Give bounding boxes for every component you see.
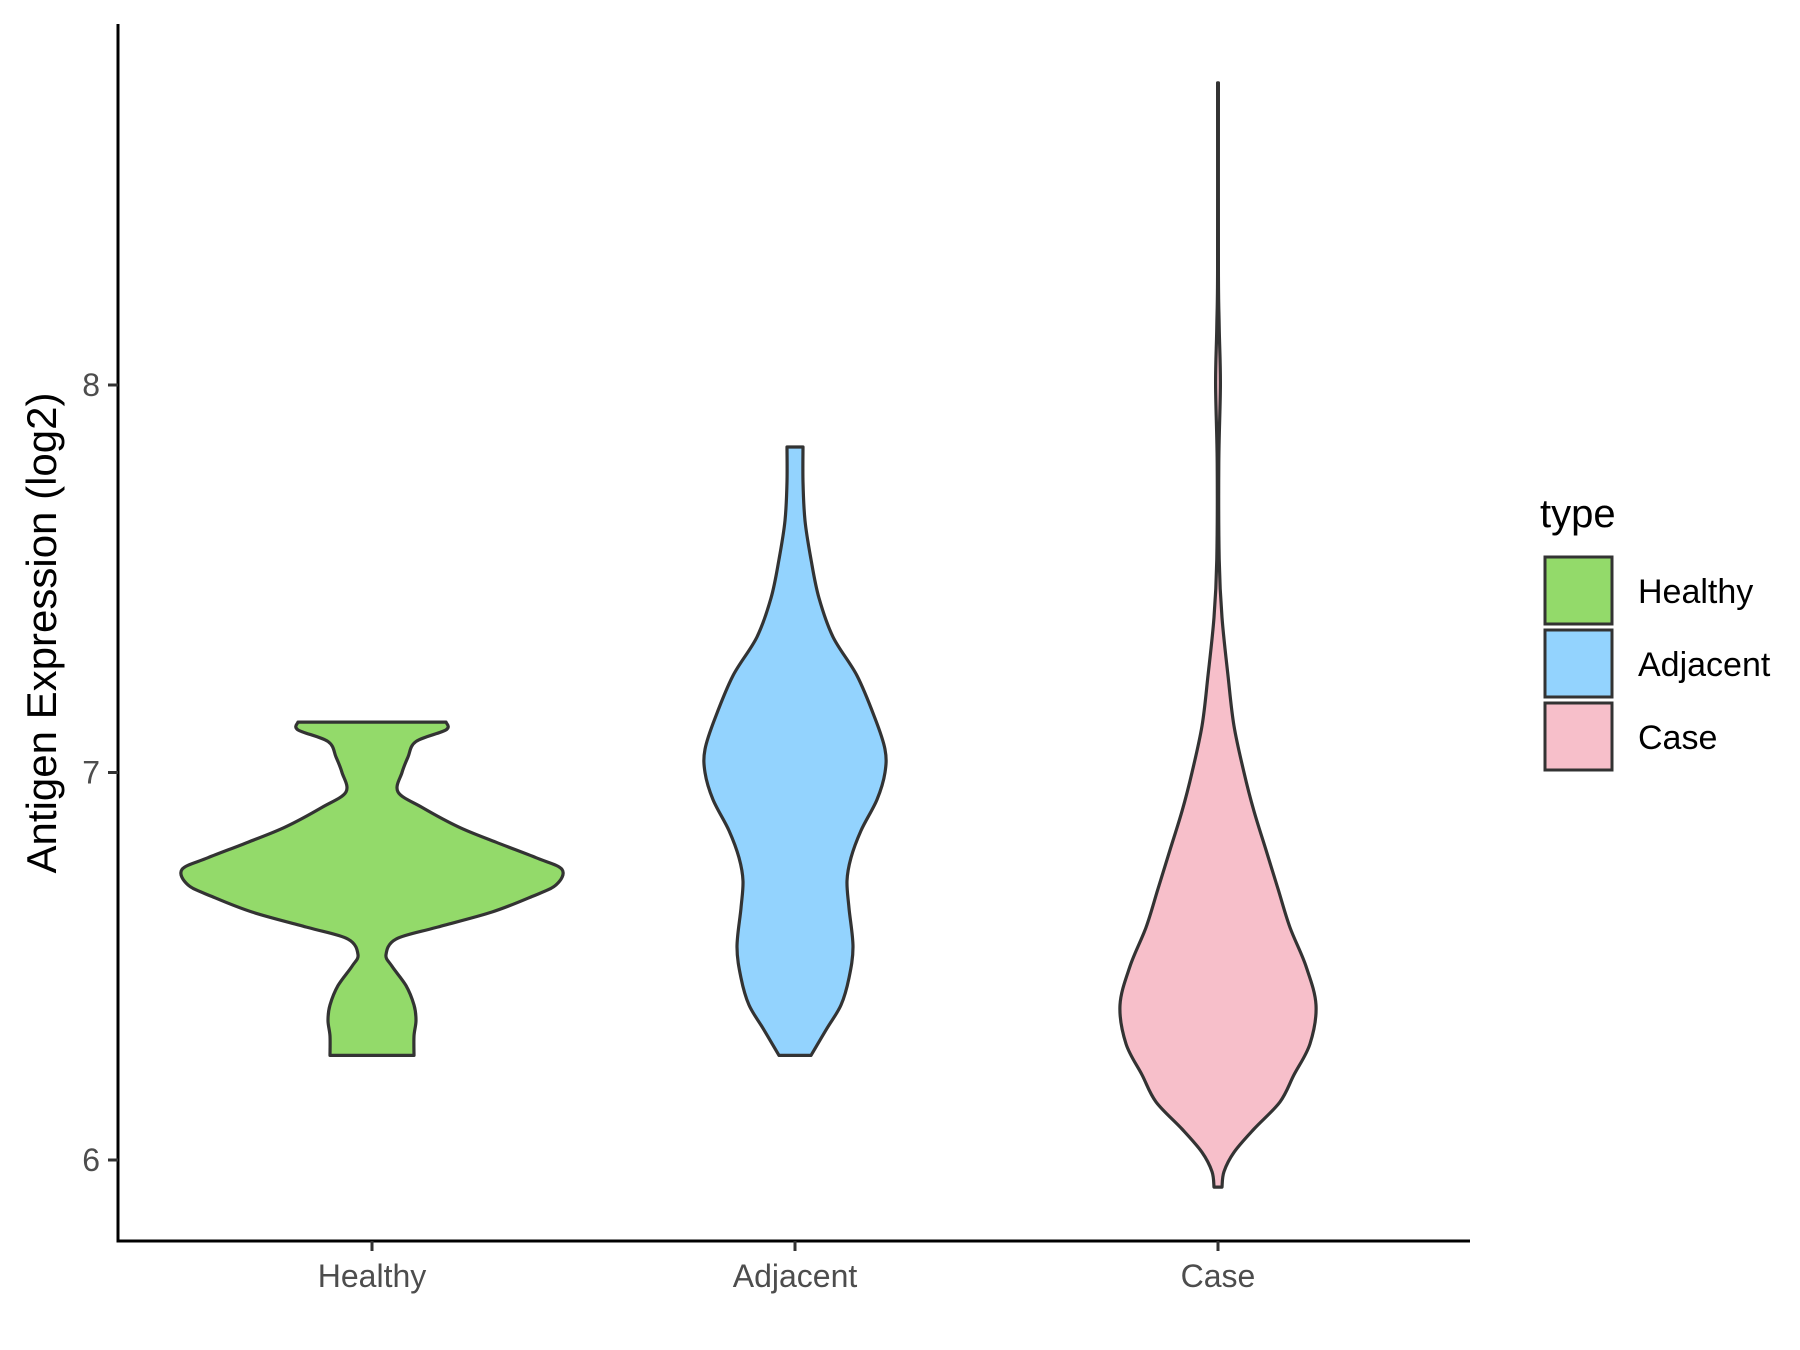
x-tick-label-healthy: Healthy: [318, 1258, 427, 1294]
y-tick-label-7: 7: [82, 755, 100, 791]
legend-label-case: Case: [1638, 719, 1717, 757]
legend-label-healthy: Healthy: [1638, 573, 1753, 611]
violin-healthy: [179, 720, 565, 1057]
violins-layer: [179, 81, 1318, 1189]
legend-title: type: [1540, 492, 1616, 536]
legend: type Healthy Adjacent Case: [1540, 492, 1771, 772]
x-tick-label-case: Case: [1181, 1258, 1256, 1294]
violin-adjacent: [702, 445, 888, 1057]
legend-label-adjacent: Adjacent: [1638, 646, 1771, 684]
y-tick-label-8: 8: [82, 367, 100, 403]
legend-swatch-healthy: [1543, 555, 1614, 626]
y-axis-title: Antigen Expression (log2): [18, 393, 65, 874]
x-ticks: Healthy Adjacent Case: [318, 1241, 1256, 1294]
axes-layer: [116, 24, 1470, 1243]
x-tick-label-adjacent: Adjacent: [733, 1258, 858, 1294]
y-ticks: 6 7 8: [82, 367, 118, 1178]
legend-swatch-case: [1543, 701, 1614, 772]
y-tick-label-6: 6: [82, 1142, 100, 1178]
legend-swatch-adjacent: [1543, 628, 1614, 699]
violin-case: [1118, 81, 1318, 1189]
